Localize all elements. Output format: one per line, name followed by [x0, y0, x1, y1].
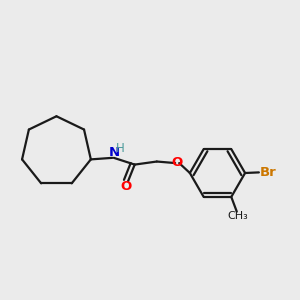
Text: O: O	[171, 156, 182, 169]
Text: H: H	[116, 142, 125, 155]
Text: N: N	[108, 146, 119, 159]
Text: O: O	[121, 181, 132, 194]
Text: Br: Br	[260, 166, 277, 179]
Text: CH₃: CH₃	[227, 211, 248, 221]
